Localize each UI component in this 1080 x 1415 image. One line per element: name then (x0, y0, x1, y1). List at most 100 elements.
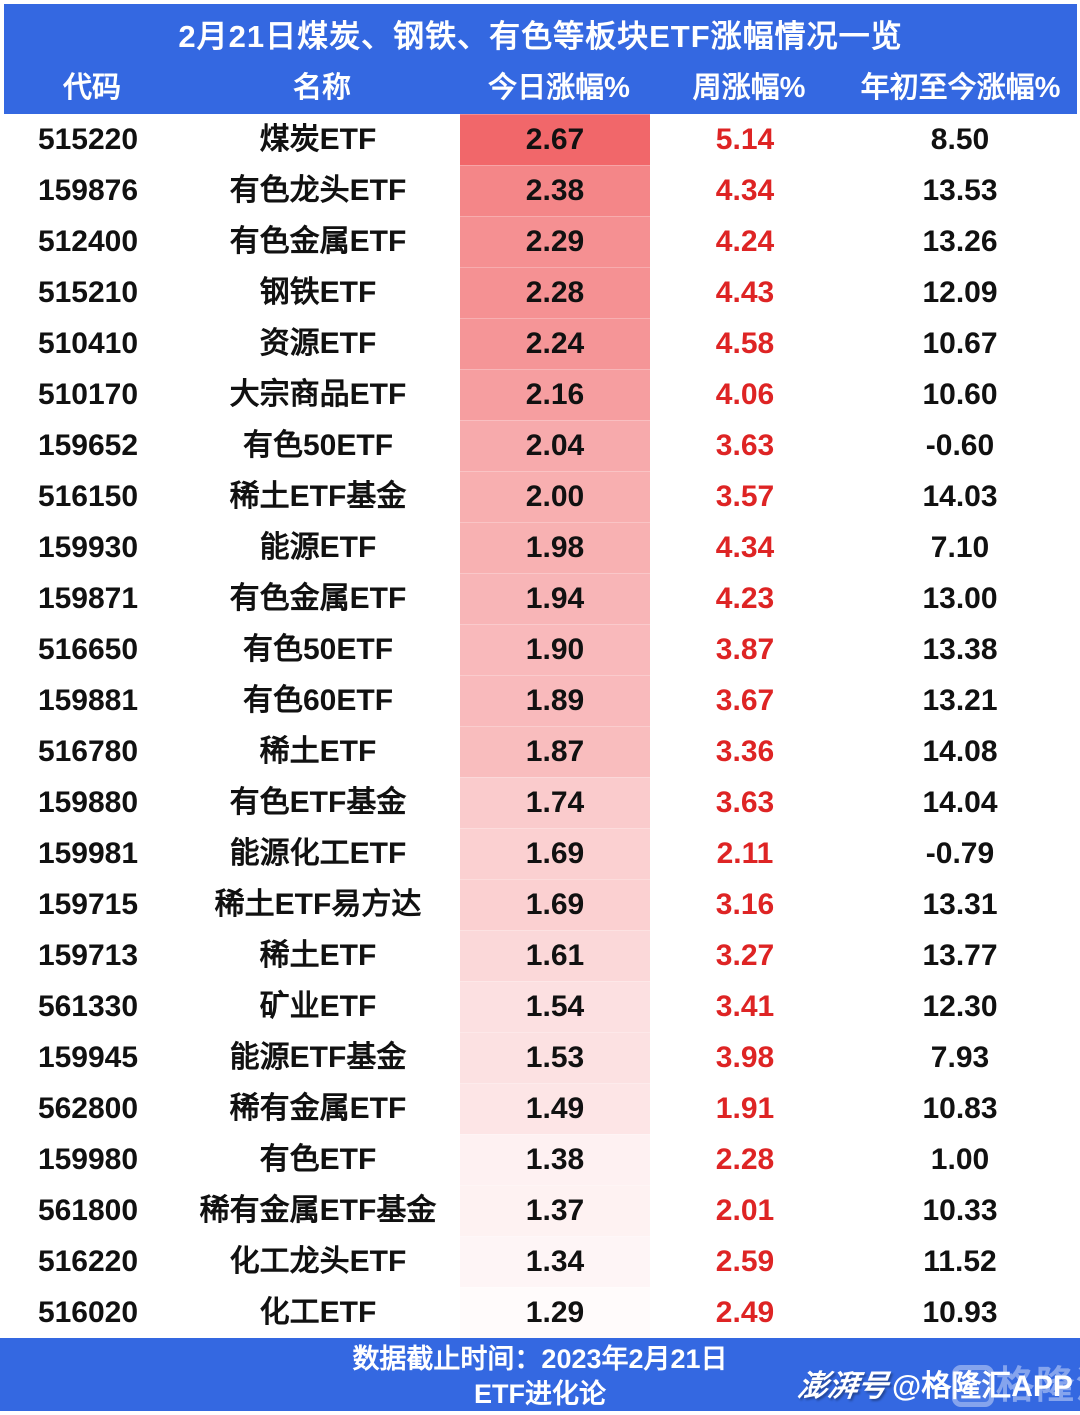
etf-code: 159930 (37, 530, 139, 564)
ytd-change-cell: 13.21 (922, 683, 998, 717)
week-change-cell: 4.43 (715, 275, 775, 309)
ytd-change-cell: 14.04 (922, 785, 998, 819)
pengpai-watermark: 澎湃号 (795, 1370, 891, 1403)
week-change-cell: 3.87 (715, 632, 775, 666)
etf-code: 159981 (37, 836, 139, 870)
today-change-cell: 1.87 (460, 726, 650, 777)
table-body: 515220 煤炭ETF 2.67 5.14 8.50 159876 有色龙头E… (0, 114, 1080, 1338)
table-row: 512400 有色金属ETF 2.29 4.24 13.26 (0, 216, 1080, 267)
etf-code: 561330 (37, 989, 139, 1023)
etf-name: 有色ETF (259, 1142, 377, 1176)
etf-name: 矿业ETF (259, 989, 377, 1023)
etf-name: 有色50ETF (242, 632, 394, 666)
week-change-cell: 3.41 (715, 989, 775, 1023)
table-row: 516220 化工龙头ETF 1.34 2.59 11.52 (0, 1236, 1080, 1287)
today-change-cell: 2.04 (460, 420, 650, 471)
table-row: 562800 稀有金属ETF 1.49 1.91 10.83 (0, 1083, 1080, 1134)
today-change-cell: 1.53 (460, 1032, 650, 1083)
data-cutoff-note: 数据截止时间：2023年2月21日 (352, 1344, 728, 1374)
etf-name: 大宗商品ETF (229, 377, 407, 411)
table-row: 516150 稀土ETF基金 2.00 3.57 14.03 (0, 471, 1080, 522)
today-change-cell: 1.98 (460, 522, 650, 573)
etf-code: 159713 (37, 938, 139, 972)
today-change-cell: 1.34 (460, 1236, 650, 1287)
today-change-cell: 1.94 (460, 573, 650, 624)
today-change-cell: 2.28 (460, 267, 650, 318)
etf-code: 159880 (37, 785, 139, 819)
ytd-change-cell: 10.83 (922, 1091, 998, 1125)
gelonghui-account-watermark: @格隆汇APP (892, 1370, 1073, 1403)
etf-name: 化工龙头ETF (229, 1244, 407, 1278)
etf-name: 能源ETF (259, 530, 377, 564)
channel-name: ETF进化论 (474, 1379, 606, 1409)
ytd-change-cell: 13.77 (922, 938, 998, 972)
column-header-ytd: 年初至今涨幅% (860, 72, 1061, 104)
ytd-change-cell: 10.60 (922, 377, 998, 411)
today-change-cell: 1.38 (460, 1134, 650, 1185)
table-header: 2月21日煤炭、钢铁、有色等板块ETF涨幅情况一览 代码 名称 今日涨幅% 周涨… (4, 4, 1077, 114)
etf-code: 159871 (37, 581, 139, 615)
table-row: 159715 稀土ETF易方达 1.69 3.16 13.31 (0, 879, 1080, 930)
etf-code: 562800 (37, 1091, 139, 1125)
week-change-cell: 1.91 (715, 1091, 775, 1125)
etf-name: 有色50ETF (242, 428, 394, 462)
etf-name: 稀土ETF (259, 938, 377, 972)
ytd-change-cell: 10.67 (922, 326, 998, 360)
ytd-change-cell: -0.79 (925, 836, 995, 870)
table-row: 159880 有色ETF基金 1.74 3.63 14.04 (0, 777, 1080, 828)
table-row: 561800 稀有金属ETF基金 1.37 2.01 10.33 (0, 1185, 1080, 1236)
ytd-change-cell: 13.00 (922, 581, 998, 615)
gelonghui-logo-text: 格隆汇 (996, 1365, 1080, 1407)
table-row: 159876 有色龙头ETF 2.38 4.34 13.53 (0, 165, 1080, 216)
ytd-change-cell: 1.00 (930, 1142, 990, 1176)
etf-code: 159715 (37, 887, 139, 921)
etf-code: 510410 (37, 326, 139, 360)
column-header-code: 代码 (62, 72, 121, 104)
table-row: 561330 矿业ETF 1.54 3.41 12.30 (0, 981, 1080, 1032)
ytd-change-cell: 13.38 (922, 632, 998, 666)
week-change-cell: 3.63 (715, 785, 775, 819)
etf-code: 159881 (37, 683, 139, 717)
week-change-cell: 3.98 (715, 1040, 775, 1074)
today-change-cell: 2.00 (460, 471, 650, 522)
week-change-cell: 3.27 (715, 938, 775, 972)
ytd-change-cell: 13.26 (922, 224, 998, 258)
table-row: 159981 能源化工ETF 1.69 2.11 -0.79 (0, 828, 1080, 879)
etf-name: 资源ETF (259, 326, 377, 360)
table-row: 515220 煤炭ETF 2.67 5.14 8.50 (0, 114, 1080, 165)
etf-name: 稀土ETF易方达 (214, 887, 422, 921)
today-change-cell: 1.37 (460, 1185, 650, 1236)
etf-name: 能源ETF基金 (229, 1040, 407, 1074)
etf-code: 510170 (37, 377, 139, 411)
week-change-cell: 3.36 (715, 734, 775, 768)
table-row: 159980 有色ETF 1.38 2.28 1.00 (0, 1134, 1080, 1185)
etf-name: 煤炭ETF (259, 122, 377, 156)
week-change-cell: 3.63 (715, 428, 775, 462)
today-change-cell: 1.49 (460, 1083, 650, 1134)
table-row: 516780 稀土ETF 1.87 3.36 14.08 (0, 726, 1080, 777)
column-header-row: 代码 名称 今日涨幅% 周涨幅% 年初至今涨幅% (4, 63, 1077, 114)
etf-name: 稀有金属ETF (229, 1091, 407, 1125)
footer-bar: 数据截止时间：2023年2月21日 ETF进化论 澎湃号 @格隆汇APP 格隆汇 (0, 1338, 1080, 1411)
week-change-cell: 4.24 (715, 224, 775, 258)
table-row: 159713 稀土ETF 1.61 3.27 13.77 (0, 930, 1080, 981)
week-change-cell: 4.23 (715, 581, 775, 615)
ytd-change-cell: 10.93 (922, 1295, 998, 1329)
ytd-change-cell: 12.09 (922, 275, 998, 309)
week-change-cell: 2.59 (715, 1244, 775, 1278)
etf-name: 有色60ETF (242, 683, 394, 717)
table-row: 516020 化工ETF 1.29 2.49 10.93 (0, 1287, 1080, 1338)
today-change-cell: 1.90 (460, 624, 650, 675)
etf-name: 有色龙头ETF (229, 173, 407, 207)
table-row: 159881 有色60ETF 1.89 3.67 13.21 (0, 675, 1080, 726)
etf-code: 516220 (37, 1244, 139, 1278)
column-header-week: 周涨幅% (692, 72, 806, 104)
ytd-change-cell: 12.30 (922, 989, 998, 1023)
etf-name: 有色金属ETF (229, 581, 407, 615)
table-row: 159652 有色50ETF 2.04 3.63 -0.60 (0, 420, 1080, 471)
etf-code: 516150 (37, 479, 139, 513)
table-row: 515210 钢铁ETF 2.28 4.43 12.09 (0, 267, 1080, 318)
week-change-cell: 5.14 (715, 122, 775, 156)
today-change-cell: 1.54 (460, 981, 650, 1032)
ytd-change-cell: 7.93 (930, 1040, 990, 1074)
